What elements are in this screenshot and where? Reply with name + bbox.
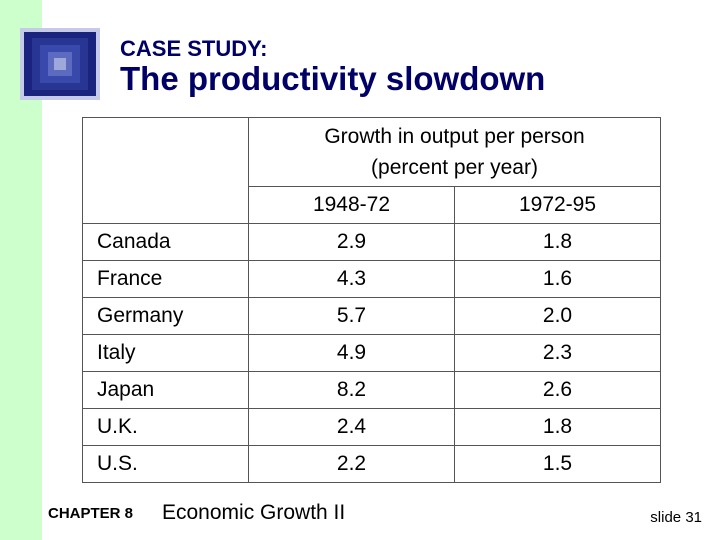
- table-row: Japan 8.2 2.6: [82, 371, 662, 409]
- empty-corner-cell: [82, 117, 249, 224]
- table-row: U.S. 2.2 1.5: [82, 445, 662, 483]
- table-row: Canada 2.9 1.8: [82, 223, 662, 261]
- productivity-table: Growth in output per person (percent per…: [82, 117, 662, 483]
- growth-1972-95-cell: 1.6: [453, 260, 662, 298]
- slide-kicker: CASE STUDY:: [120, 36, 268, 61]
- period-header-1948-72: 1948-72: [248, 186, 455, 224]
- growth-1948-72-cell: 4.3: [248, 260, 455, 298]
- growth-header-line1: Growth in output per person: [324, 125, 585, 148]
- growth-1948-72-cell: 2.2: [248, 445, 455, 483]
- country-cell: Italy: [82, 334, 249, 372]
- growth-1972-95-cell: 2.6: [453, 371, 662, 409]
- growth-1972-95-cell: 1.8: [453, 408, 662, 446]
- country-cell: Japan: [82, 371, 249, 409]
- table-row: U.K. 2.4 1.8: [82, 408, 662, 446]
- slide-number: slide 31: [650, 509, 702, 526]
- growth-1972-95-cell: 2.0: [453, 297, 662, 335]
- period-header-1972-95: 1972-95: [453, 186, 662, 224]
- country-cell: Germany: [82, 297, 249, 335]
- table-row: Germany 5.7 2.0: [82, 297, 662, 335]
- growth-1972-95-cell: 2.3: [453, 334, 662, 372]
- country-cell: France: [82, 260, 249, 298]
- footer-chapter-label: CHAPTER 8: [48, 505, 134, 522]
- growth-1948-72-cell: 2.4: [248, 408, 455, 446]
- growth-1948-72-cell: 8.2: [248, 371, 455, 409]
- country-cell: U.K.: [82, 408, 249, 446]
- footer-chapter-title: Economic Growth II: [162, 501, 346, 524]
- growth-1972-95-cell: 1.5: [453, 445, 662, 483]
- growth-1948-72-cell: 2.9: [248, 223, 455, 261]
- growth-1972-95-cell: 1.8: [453, 223, 662, 261]
- growth-1948-72-cell: 5.7: [248, 297, 455, 335]
- growth-header-line2: (percent per year): [371, 156, 538, 179]
- table-row: France 4.3 1.6: [82, 260, 662, 298]
- slide-title: The productivity slowdown: [120, 60, 546, 97]
- country-cell: U.S.: [82, 445, 249, 483]
- growth-1948-72-cell: 4.9: [248, 334, 455, 372]
- table-group-header-row: Growth in output per person (percent per…: [82, 117, 662, 224]
- country-cell: Canada: [82, 223, 249, 261]
- table-row: Italy 4.9 2.3: [82, 334, 662, 372]
- table-period-header-row: 1948-72 1972-95: [83, 186, 662, 224]
- growth-header-cell: Growth in output per person (percent per…: [247, 117, 662, 187]
- blue-square-tunnel-icon: [20, 28, 100, 100]
